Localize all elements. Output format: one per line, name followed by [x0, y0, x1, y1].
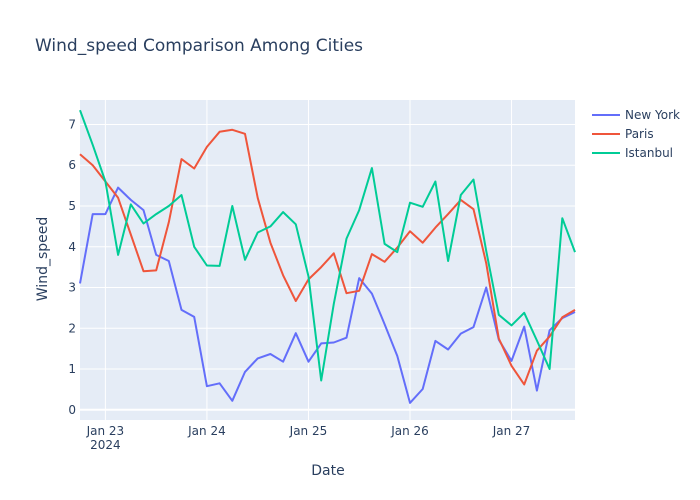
x-tick-sublabel: 2024 — [90, 438, 121, 452]
series-line-istanbul — [79, 109, 576, 382]
legend[interactable]: New York Paris Istanbul — [592, 108, 680, 160]
y-axis-ticks: 0 1 2 3 4 5 6 7 — [68, 117, 76, 416]
y-tick-label: 0 — [68, 403, 76, 417]
y-tick-label: 7 — [68, 117, 76, 131]
chart-title: Wind_speed Comparison Among Cities — [35, 36, 363, 56]
y-axis-title: Wind_speed — [35, 217, 51, 301]
y-tick-label: 2 — [68, 321, 76, 335]
y-tick-label: 4 — [68, 240, 76, 254]
x-tick-label: Jan 24 — [187, 424, 226, 438]
legend-item-istanbul[interactable]: Istanbul — [592, 146, 673, 160]
series-lines — [79, 109, 576, 404]
x-tick-label: Jan 25 — [289, 424, 328, 438]
legend-label: Paris — [625, 127, 654, 141]
series-line-paris — [79, 128, 576, 386]
x-tick-label: Jan 26 — [390, 424, 429, 438]
x-axis-title: Date — [311, 463, 344, 479]
y-tick-label: 1 — [68, 362, 76, 376]
legend-item-new-york[interactable]: New York — [592, 108, 680, 122]
y-tick-label: 6 — [68, 158, 76, 172]
x-tick-label: Jan 23 — [86, 424, 125, 438]
legend-label: New York — [625, 108, 680, 122]
legend-item-paris[interactable]: Paris — [592, 127, 654, 141]
legend-label: Istanbul — [625, 146, 673, 160]
x-tick-label: Jan 27 — [492, 424, 531, 438]
y-tick-label: 5 — [68, 199, 76, 213]
y-tick-label: 3 — [68, 281, 76, 295]
